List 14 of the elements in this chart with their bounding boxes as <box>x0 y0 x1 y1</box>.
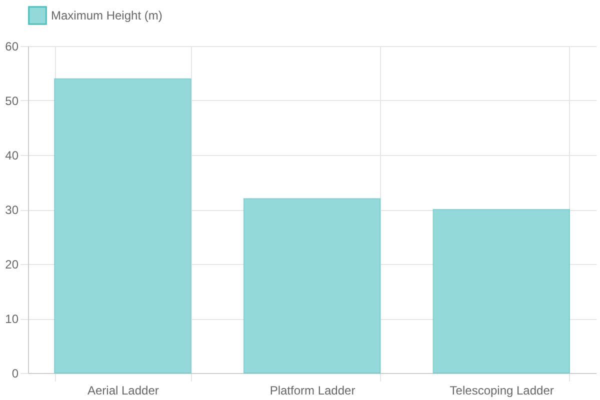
y-tick-label: 40 <box>5 148 19 162</box>
y-tick-label: 20 <box>5 258 19 272</box>
bar <box>54 78 192 374</box>
bar <box>243 198 381 374</box>
x-tick-label: Platform Ladder <box>270 384 356 398</box>
x-tick-label: Telescoping Ladder <box>450 384 554 398</box>
legend-label: Maximum Height (m) <box>51 8 162 22</box>
y-tick-label: 30 <box>5 203 19 217</box>
y-tick-label: 10 <box>5 312 19 326</box>
y-tick-label: 60 <box>5 40 19 54</box>
y-tick-label: 0 <box>12 366 19 380</box>
y-tick-label: 50 <box>5 94 19 108</box>
bar <box>432 209 570 374</box>
x-tick-label: Aerial Ladder <box>87 384 159 398</box>
